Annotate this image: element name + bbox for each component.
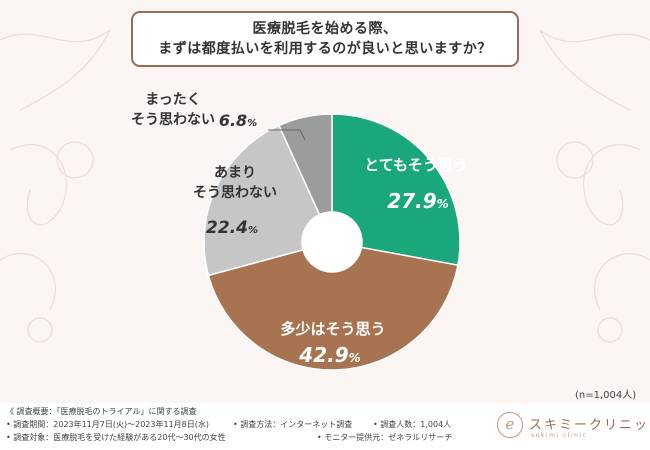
donut-hole xyxy=(302,212,362,272)
logo-name: スキミークリニック xyxy=(529,418,650,433)
logo-mark-icon: ℯ xyxy=(497,412,523,438)
survey-method: • 調査方法：インターネット調査 xyxy=(233,420,353,429)
survey-period: • 調査期間：2023年11月7日(火)～2023年11月8日(水) xyxy=(6,420,210,429)
slice-value-2: 42.9% xyxy=(298,343,360,367)
survey-count: • 調査人数：1,004人 xyxy=(373,420,452,429)
leader-line-slice-4 xyxy=(268,129,306,141)
slice-label-4-line-2: そう思わない xyxy=(131,112,215,128)
clinic-logo: ℯ スキミークリニック sukimi clinic xyxy=(497,410,650,444)
slice-value-4: 6.8% xyxy=(219,111,257,130)
slice-label-1-line-1: とてもそう思う xyxy=(364,156,468,174)
slice-label-4-line-1: まったく xyxy=(145,92,200,108)
slice-value-1: 27.9% xyxy=(387,189,448,213)
survey-provider: • モニター提供元：ゼネラルリサーチ xyxy=(317,433,453,442)
title-line-1: 医療脱毛を始める際、 xyxy=(252,21,398,37)
title-box: 医療脱毛を始める際、 まずは都度払いを利用するのが良いと思いますか？ xyxy=(131,11,519,67)
footer: 《 調査概要：「医療脱毛のトライアル」に関する調査 • 調査期間：2023年11… xyxy=(0,403,650,450)
slice-value-3: 22.4% xyxy=(206,218,258,238)
survey-overview: 《 調査概要：「医療脱毛のトライアル」に関する調査 xyxy=(6,407,197,416)
sample-size-label: (n=1,004人) xyxy=(575,390,637,401)
slice-label-3-line-1: あまり xyxy=(214,165,256,181)
logo-subtitle: sukimi clinic xyxy=(531,432,588,439)
title-line-2: まずは都度払いを利用するのが良いと思いますか？ xyxy=(158,41,492,57)
slice-label-2-line-1: 多少はそう思う xyxy=(280,320,385,338)
survey-target: • 調査対象：医療脱毛を受けた経験がある20代～30代の女性 xyxy=(6,433,226,442)
slice-label-3-line-2: そう思わない xyxy=(193,185,277,201)
